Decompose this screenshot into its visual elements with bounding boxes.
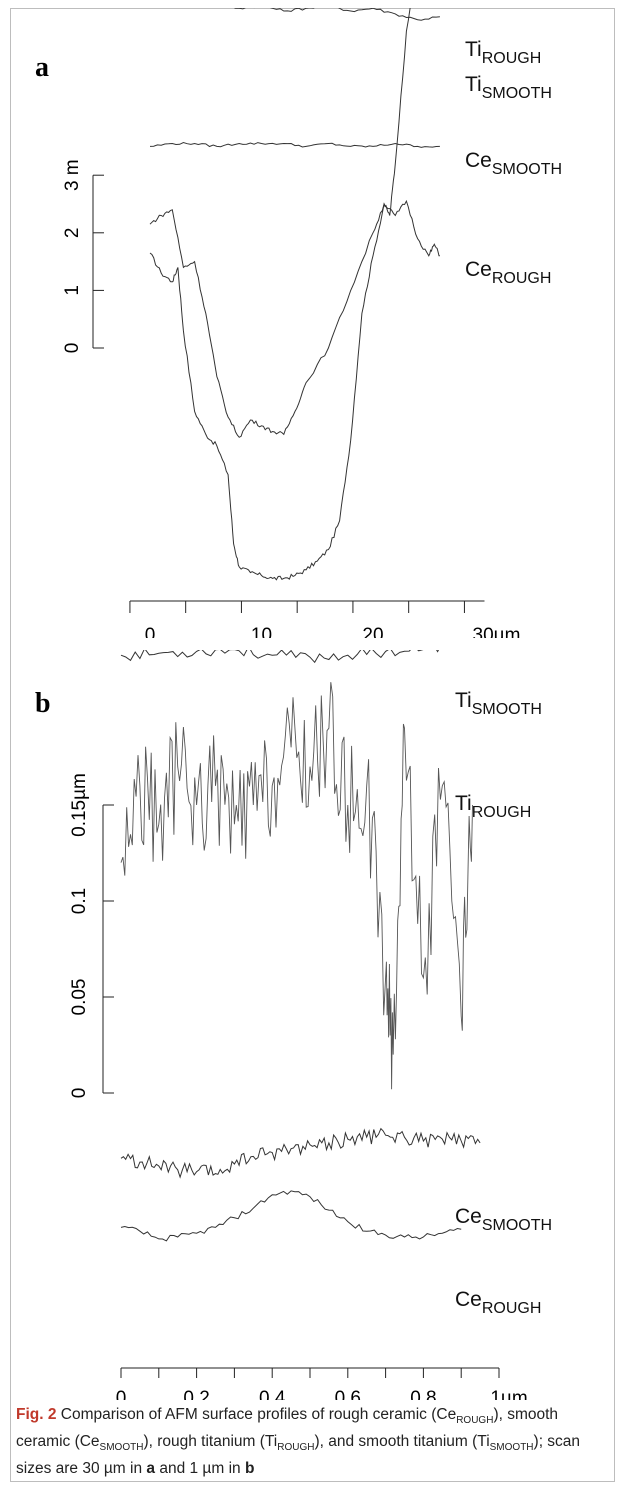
- caption-fragment: b: [244, 1460, 255, 1478]
- series-line-ce-rough: [149, 199, 440, 438]
- series-label-ti-smooth: TiSMOOTH: [455, 689, 542, 718]
- series-label-ti-rough: TiROUGH: [465, 38, 541, 67]
- series-line-ti-rough: [149, 8, 411, 581]
- y-tick-label: 0.15µm: [69, 773, 90, 837]
- x-tick-label: 0.8: [410, 1388, 436, 1400]
- series-label-name: Ti: [465, 38, 482, 61]
- series-line-ti-smooth: [120, 650, 440, 664]
- panel-label-a: a: [35, 52, 49, 83]
- series-label-name: Ti: [465, 73, 482, 96]
- caption-fragment: a: [146, 1460, 156, 1478]
- y-tick-label: 0.05: [69, 979, 90, 1016]
- caption-fragment: ), smooth ceramic (Ce: [16, 1406, 559, 1451]
- caption-fragment: SMOOTH: [489, 1442, 534, 1454]
- caption-fragment: SMOOTH: [99, 1442, 144, 1454]
- series-line-ce-rough: [120, 1190, 462, 1242]
- series-line-ce-smooth: [149, 141, 440, 148]
- caption-fragment: and 1 µm in: [155, 1460, 245, 1478]
- x-tick-label: 0: [116, 1388, 127, 1400]
- x-tick-label: 30µm: [473, 625, 521, 638]
- x-tick-label: 0: [145, 625, 156, 638]
- y-tick-label: 0: [69, 1088, 90, 1099]
- series-label-name: Ce: [455, 1288, 482, 1311]
- series-line-ti-smooth: [233, 8, 440, 21]
- series-label-subscript: SMOOTH: [492, 161, 562, 178]
- figure-caption-text: Comparison of AFM surface profiles of ro…: [16, 1406, 580, 1477]
- caption-fragment: ), rough titanium (Ti: [143, 1433, 278, 1451]
- x-tick-label: 1µm: [490, 1388, 527, 1400]
- series-label-name: Ce: [465, 149, 492, 172]
- series-label-ce-rough: CeROUGH: [465, 258, 551, 287]
- y-tick-label: 0.1: [69, 888, 90, 914]
- x-tick-label: 0.2: [183, 1388, 209, 1400]
- series-label-subscript: SMOOTH: [482, 85, 552, 102]
- figure-caption-label: Fig. 2: [16, 1406, 57, 1423]
- caption-fragment: Comparison of AFM surface profiles of ro…: [60, 1406, 457, 1423]
- y-tick-label: 2: [62, 228, 83, 239]
- caption-fragment: ); scan sizes are 30 µm in: [16, 1433, 581, 1478]
- x-tick-label: 20: [362, 625, 383, 638]
- y-tick-label: 1: [62, 285, 83, 296]
- series-label-subscript: SMOOTH: [482, 1217, 552, 1234]
- x-tick-label: 0.4: [259, 1388, 286, 1400]
- series-label-ce-rough: CeROUGH: [455, 1288, 541, 1317]
- caption-fragment: ROUGH: [277, 1442, 315, 1454]
- series-label-ti-smooth: TiSMOOTH: [465, 73, 552, 102]
- panel-label-b: b: [35, 688, 51, 719]
- series-line-ce-smooth: [120, 1127, 481, 1179]
- x-tick-label: 10: [251, 625, 272, 638]
- series-label-name: Ti: [455, 792, 472, 815]
- series-label-name: Ti: [455, 689, 472, 712]
- series-label-ti-rough: TiROUGH: [455, 792, 531, 821]
- series-line-ti-rough: [120, 682, 473, 1090]
- caption-fragment: ), and smooth titanium (Ti: [314, 1433, 490, 1451]
- series-label-subscript: ROUGH: [482, 50, 542, 67]
- y-tick-label: 0: [62, 343, 83, 354]
- figure-caption: Fig. 2 Comparison of AFM surface profile…: [16, 1404, 611, 1479]
- series-label-subscript: ROUGH: [472, 804, 532, 821]
- series-label-subscript: ROUGH: [482, 1300, 542, 1317]
- series-label-name: Ce: [455, 1205, 482, 1228]
- caption-fragment: ROUGH: [456, 1415, 494, 1427]
- x-tick-label: 0.6: [335, 1388, 361, 1400]
- series-label-name: Ce: [465, 258, 492, 281]
- y-tick-label: 3 m: [62, 159, 83, 191]
- series-label-subscript: SMOOTH: [472, 701, 542, 718]
- series-label-ce-smooth: CeSMOOTH: [465, 149, 562, 178]
- series-label-subscript: ROUGH: [492, 270, 552, 287]
- series-label-ce-smooth: CeSMOOTH: [455, 1205, 552, 1234]
